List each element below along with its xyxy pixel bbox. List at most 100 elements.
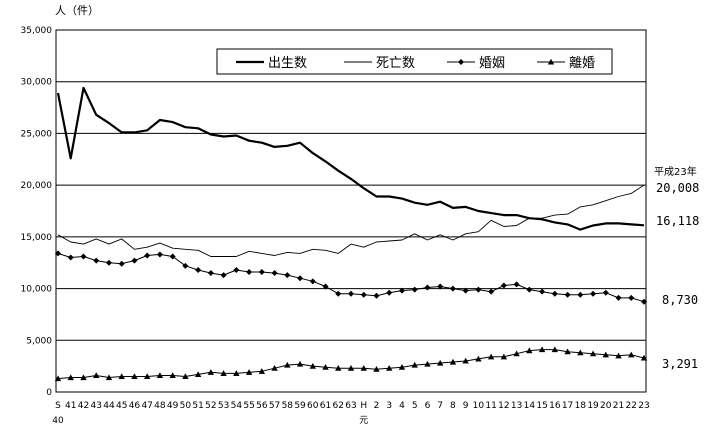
x-tick-label: 51 <box>192 401 203 411</box>
x-tick-label: 7 <box>437 401 443 411</box>
data-point <box>195 266 202 273</box>
x-tick-label: 2 <box>374 401 380 411</box>
legend-label: 離婚 <box>569 56 595 71</box>
data-point <box>335 290 342 297</box>
y-tick-label: 25,000 <box>21 129 53 139</box>
legend-item: 死亡数 <box>344 56 415 71</box>
data-point <box>360 365 367 371</box>
data-point <box>258 269 265 276</box>
data-point <box>513 281 520 288</box>
x-tick-label: 42 <box>78 401 89 411</box>
data-point <box>131 373 138 380</box>
data-point <box>284 361 291 368</box>
data-point <box>220 272 227 279</box>
data-point <box>577 349 584 356</box>
data-point <box>475 286 482 293</box>
data-point <box>590 290 597 297</box>
data-point <box>475 355 482 362</box>
x-tick-label: 14 <box>524 401 536 411</box>
y-tick-label: 20,000 <box>21 181 53 191</box>
data-point <box>194 371 202 377</box>
data-point <box>80 374 87 381</box>
series-1 <box>57 184 645 257</box>
x-tick-label: 58 <box>282 401 294 411</box>
legend-item: 離婚 <box>537 56 595 71</box>
data-point <box>628 351 635 358</box>
x-tick-label: H <box>360 401 367 411</box>
y-tick-label: 15,000 <box>21 233 53 243</box>
data-point <box>80 253 87 260</box>
data-point <box>207 270 214 277</box>
data-point <box>93 257 100 264</box>
data-point <box>462 287 469 294</box>
x-tick-label: 54 <box>231 401 243 411</box>
data-point <box>577 291 584 298</box>
x-tick-label-sub: 元 <box>359 416 368 426</box>
data-point <box>538 346 546 353</box>
end-label-divorces: 3,291 <box>662 357 698 371</box>
x-tick-label: 16 <box>549 401 561 411</box>
data-point <box>118 373 125 380</box>
x-tick-label: S <box>55 401 61 411</box>
x-tick-label: 56 <box>256 401 268 411</box>
legend-item: 婚姻 <box>447 56 505 71</box>
end-label-births: 16,118 <box>656 214 699 228</box>
data-point <box>335 365 342 371</box>
x-tick-label: 48 <box>154 401 166 411</box>
data-point <box>233 266 240 273</box>
data-point <box>271 270 278 277</box>
y-tick-label: 5,000 <box>26 336 52 346</box>
x-tick-label: 6 <box>425 401 431 411</box>
y-tick-label: 0 <box>46 388 52 398</box>
x-tick-label: 50 <box>180 401 192 411</box>
x-tick-label: 9 <box>463 401 469 411</box>
x-tick-label-sub: 40 <box>52 416 64 426</box>
legend-label: 死亡数 <box>376 56 415 71</box>
data-point <box>118 260 125 267</box>
x-tick-label: 46 <box>129 401 141 411</box>
data-point <box>105 374 113 381</box>
data-point <box>67 254 74 261</box>
data-point <box>526 347 533 354</box>
series-line <box>57 184 645 257</box>
data-point <box>411 361 418 368</box>
data-point <box>564 348 571 355</box>
x-tick-label: 22 <box>626 401 637 411</box>
data-point <box>398 363 406 370</box>
x-tick-label: 55 <box>243 401 254 411</box>
x-tick-label: 3 <box>386 401 392 411</box>
data-point <box>564 291 571 298</box>
data-point <box>348 290 354 297</box>
legend-label: 婚姻 <box>479 56 505 71</box>
data-point <box>500 353 508 360</box>
y-tick-label: 30,000 <box>21 78 53 88</box>
x-tick-label: 13 <box>511 401 522 411</box>
x-tick-label: 21 <box>613 401 624 411</box>
data-point <box>233 370 240 376</box>
data-point <box>424 284 431 291</box>
x-tick-label: 63 <box>345 401 356 411</box>
data-point <box>322 283 329 290</box>
data-point <box>398 287 405 294</box>
legend: 出生数 死亡数 婚姻 離婚 <box>216 48 613 75</box>
x-tick-label: 47 <box>141 401 152 411</box>
plot-area <box>55 29 647 393</box>
end-label-marriages: 8,730 <box>662 293 698 307</box>
data-point <box>296 360 304 367</box>
x-tick-label: 10 <box>473 401 485 411</box>
x-tick-label: 53 <box>218 401 229 411</box>
data-point <box>615 352 622 359</box>
data-point <box>284 272 291 279</box>
x-tick-label: 45 <box>116 401 127 411</box>
data-point <box>144 252 151 259</box>
data-point <box>182 262 189 269</box>
data-point <box>309 278 316 285</box>
data-point <box>67 374 74 381</box>
x-tick-label: 18 <box>575 401 587 411</box>
data-point <box>551 290 558 297</box>
data-point <box>297 275 304 282</box>
x-tick-label: 60 <box>307 401 319 411</box>
data-point <box>258 368 266 374</box>
